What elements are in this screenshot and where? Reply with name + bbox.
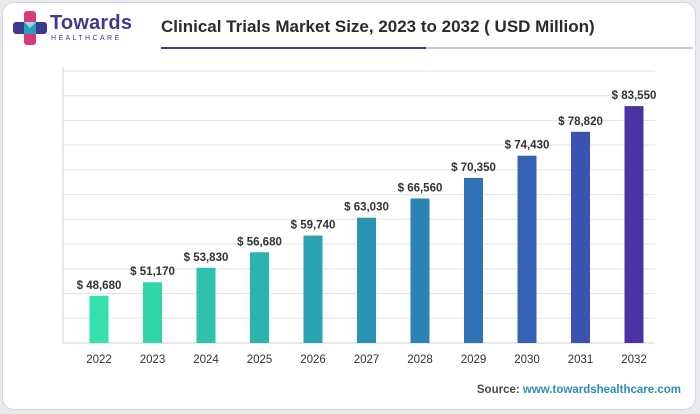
bar	[517, 155, 537, 343]
data-label: $ 53,830	[184, 252, 229, 264]
x-tick-label: 2027	[354, 354, 380, 366]
brand-subtitle: HEALTHCARE	[51, 35, 122, 42]
source-label: Source:	[476, 384, 520, 396]
bar	[410, 198, 430, 343]
data-label: $ 48,680	[77, 280, 122, 292]
brand-name: Towards	[50, 12, 133, 34]
bar	[250, 252, 269, 343]
bar	[357, 217, 376, 343]
brand-logo[interactable]: Towards HEALTHCARE	[13, 11, 143, 47]
data-label: $ 74,430	[505, 140, 550, 152]
x-tick-label: 2022	[86, 354, 112, 366]
bar	[89, 295, 109, 343]
brand-logo-icon	[13, 11, 47, 45]
chart-card: Towards HEALTHCARE Clinical Trials Marke…	[2, 2, 696, 410]
data-label: $ 70,350	[451, 162, 496, 174]
x-tick-label: 2028	[407, 354, 433, 366]
bar	[624, 106, 644, 343]
bar	[571, 131, 590, 343]
x-tick-label: 2023	[140, 354, 166, 366]
bar-chart: $ 48,680 2022 $ 51,170 2023 $ 53,830 2024 $ 56…	[62, 67, 657, 366]
x-tick-label: 2025	[247, 354, 273, 366]
x-tick-label: 2024	[193, 354, 219, 366]
chart-title: Clinical Trials Market Size, 2023 to 203…	[161, 17, 595, 36]
x-tick-label: 2032	[621, 354, 647, 366]
data-label: $ 78,820	[558, 116, 603, 128]
bar	[143, 282, 162, 343]
data-label: $ 63,030	[344, 202, 389, 214]
x-tick-label: 2030	[514, 354, 540, 366]
data-label: $ 59,740	[291, 220, 336, 232]
data-label: $ 56,680	[237, 236, 282, 248]
bar	[303, 235, 323, 343]
source-url[interactable]: www.towardshealthcare.com	[522, 384, 681, 396]
data-label: $ 51,170	[130, 266, 175, 278]
x-tick-label: 2026	[300, 354, 326, 366]
data-label: $ 66,560	[398, 183, 443, 195]
bar	[464, 177, 483, 343]
data-label: $ 83,550	[612, 90, 657, 102]
source-note: Source: www.towardshealthcare.com	[477, 384, 681, 396]
x-tick-label: 2031	[568, 354, 594, 366]
title-underline	[161, 47, 693, 49]
bar	[196, 267, 216, 343]
x-tick-label: 2029	[461, 354, 487, 366]
